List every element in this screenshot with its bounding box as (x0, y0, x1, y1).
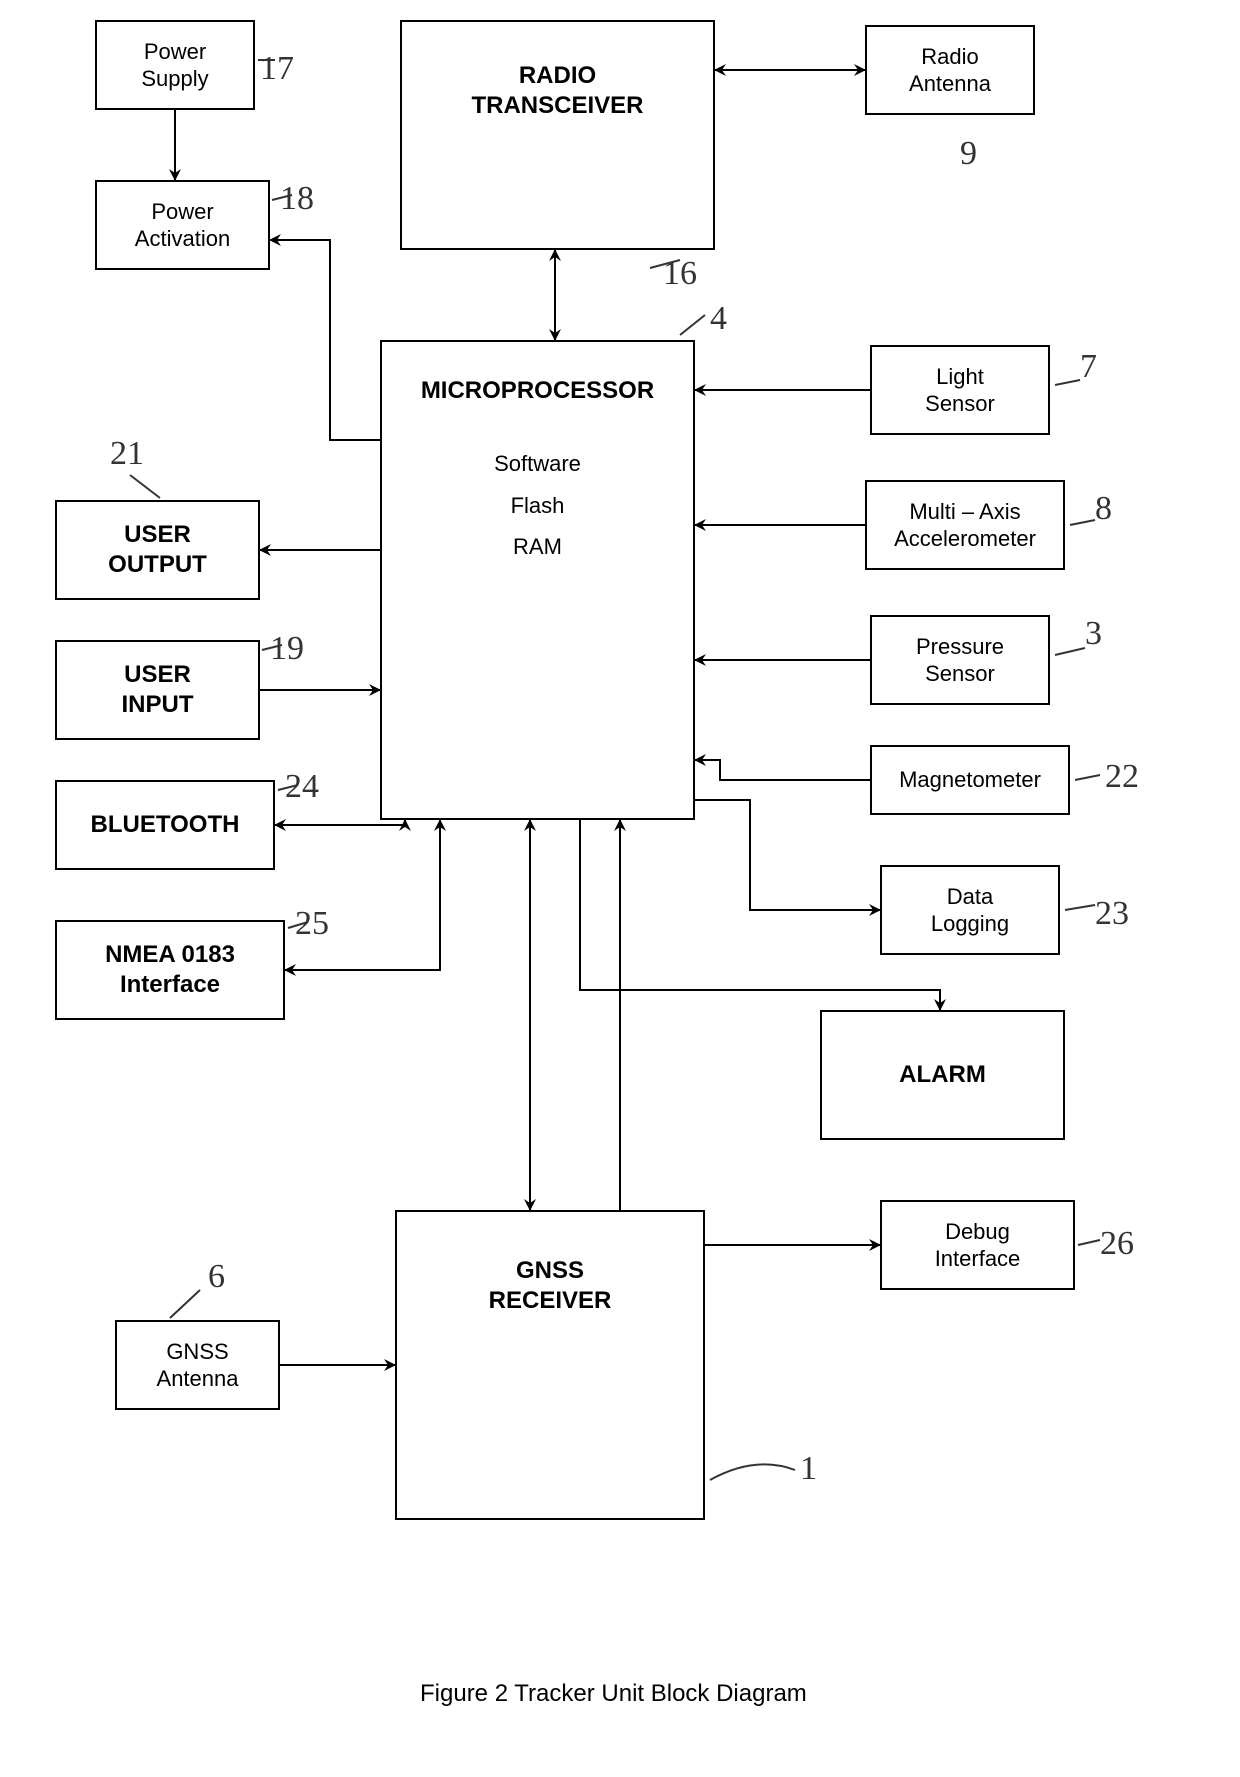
box-label: MICROPROCESSOR (421, 376, 654, 406)
ref-data_logging: 23 (1095, 895, 1129, 933)
ref-leader-pressure_sensor (1055, 648, 1085, 655)
box-bluetooth: BLUETOOTH (55, 780, 275, 870)
ref-leader-accelerometer (1070, 520, 1095, 525)
box-light-sensor: LightSensor (870, 345, 1050, 435)
box-microprocessor: MICROPROCESSOR SoftwareFlashRAM (380, 340, 695, 820)
box-alarm: ALARM (820, 1010, 1065, 1140)
box-power-activation: PowerActivation (95, 180, 270, 270)
ref-leader-data_logging (1065, 905, 1095, 910)
ref-bluetooth: 24 (285, 768, 319, 806)
box-radio-antenna: RadioAntenna (865, 25, 1035, 115)
ref-leader-microprocessor (680, 315, 705, 335)
figure-caption: Figure 2 Tracker Unit Block Diagram (420, 1680, 807, 1708)
block-diagram: PowerSupply PowerActivation RADIOTRANSCE… (0, 0, 1240, 1777)
box-pressure-sensor: PressureSensor (870, 615, 1050, 705)
ref-accelerometer: 8 (1095, 490, 1112, 528)
box-label: PowerActivation (135, 198, 230, 253)
box-label: PowerSupply (141, 38, 208, 93)
ref-user_output: 21 (110, 435, 144, 473)
edge-power_activation-microprocessor (270, 240, 380, 440)
edge-magnetometer-microprocessor (695, 760, 870, 780)
box-label: ALARM (899, 1060, 986, 1090)
box-label: RadioAntenna (909, 43, 991, 98)
box-nmea: NMEA 0183Interface (55, 920, 285, 1020)
ref-radio_antenna: 9 (960, 135, 977, 173)
box-gnss-receiver: GNSSRECEIVER (395, 1210, 705, 1520)
box-label: PressureSensor (916, 633, 1004, 688)
box-label: RADIOTRANSCEIVER (471, 61, 643, 121)
box-data-logging: DataLogging (880, 865, 1060, 955)
ref-leader-gnss_antenna (170, 1290, 200, 1318)
box-label: NMEA 0183Interface (105, 940, 235, 1000)
box-label: GNSSAntenna (157, 1338, 239, 1393)
edge-microprocessor-bluetooth (275, 820, 405, 825)
ref-debug_interface: 26 (1100, 1225, 1134, 1263)
box-user-output: USEROUTPUT (55, 500, 260, 600)
box-power-supply: PowerSupply (95, 20, 255, 110)
edge-microprocessor-data_logging (695, 800, 880, 910)
ref-nmea: 25 (295, 905, 329, 943)
box-label: USERINPUT (122, 660, 194, 720)
ref-power_supply: 17 (260, 50, 294, 88)
box-radio-transceiver: RADIOTRANSCEIVER (400, 20, 715, 250)
ref-leader-gnss_receiver (710, 1464, 795, 1480)
ref-gnss_receiver: 1 (800, 1450, 817, 1488)
box-label: DataLogging (931, 883, 1009, 938)
box-accelerometer: Multi – AxisAccelerometer (865, 480, 1065, 570)
ref-microprocessor: 4 (710, 300, 727, 338)
ref-radio_transceiver: 16 (663, 255, 697, 293)
box-label: Magnetometer (899, 766, 1041, 794)
box-label: BLUETOOTH (91, 810, 240, 840)
ref-leader-debug_interface (1078, 1240, 1100, 1245)
ref-leader-light_sensor (1055, 380, 1080, 385)
box-label: GNSSRECEIVER (489, 1256, 612, 1316)
ref-power_activation: 18 (280, 180, 314, 218)
box-label: USEROUTPUT (108, 520, 207, 580)
box-label: LightSensor (925, 363, 995, 418)
ref-light_sensor: 7 (1080, 348, 1097, 386)
box-user-input: USERINPUT (55, 640, 260, 740)
box-label: Multi – AxisAccelerometer (894, 498, 1036, 553)
ref-pressure_sensor: 3 (1085, 615, 1102, 653)
ref-user_input: 19 (270, 630, 304, 668)
box-gnss-antenna: GNSSAntenna (115, 1320, 280, 1410)
microprocessor-sub-labels: SoftwareFlashRAM (494, 436, 581, 575)
ref-leader-magnetometer (1075, 775, 1100, 780)
ref-magnetometer: 22 (1105, 758, 1139, 796)
ref-leader-user_output (130, 475, 160, 498)
edge-microprocessor-nmea (285, 820, 440, 970)
ref-gnss_antenna: 6 (208, 1258, 225, 1296)
box-debug-interface: DebugInterface (880, 1200, 1075, 1290)
box-label: DebugInterface (935, 1218, 1021, 1273)
box-magnetometer: Magnetometer (870, 745, 1070, 815)
